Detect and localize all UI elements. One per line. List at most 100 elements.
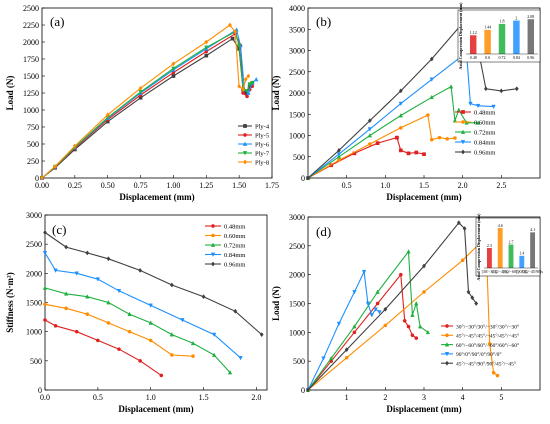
inset-category-label: [90/0]₃ xyxy=(516,269,528,274)
data-point xyxy=(491,104,496,110)
data-point xyxy=(375,289,380,294)
series-d-2 xyxy=(305,249,431,392)
data-point xyxy=(368,142,372,146)
chart-d: 1 2 3 4 5 0 500 1000 1500 2000 2500 3000 Displacemen… xyxy=(271,213,543,414)
inset-bar xyxy=(508,244,514,268)
data-point xyxy=(169,282,174,288)
data-point xyxy=(138,358,142,363)
x-axis-label: Displacement (mm) xyxy=(119,192,194,202)
series-line xyxy=(44,287,231,373)
data-point xyxy=(106,321,111,325)
inset-bar xyxy=(486,248,492,268)
inset-category-label: [30/−30]₃ xyxy=(482,269,498,274)
chart-a: 0.00 0.25 0.50 0.75 1.00 1.25 1.50 1.75 0 250 500 7… xyxy=(5,4,279,202)
data-point xyxy=(487,342,492,346)
legend-marker xyxy=(211,261,215,267)
data-point xyxy=(74,271,79,276)
data-point xyxy=(127,311,132,317)
y-tick-label: 1500 xyxy=(289,110,305,119)
x-tick-label: 1 xyxy=(345,393,349,402)
y-tick-label: 2000 xyxy=(289,89,305,98)
data-point xyxy=(365,301,371,306)
data-point xyxy=(367,127,373,132)
data-point xyxy=(414,150,419,155)
data-point xyxy=(426,113,430,117)
x-tick-label: 1.00 xyxy=(166,181,180,190)
legend-marker xyxy=(444,342,450,347)
data-point xyxy=(85,250,90,256)
data-point xyxy=(148,320,153,325)
panel-label: (d) xyxy=(316,224,331,239)
x-tick-label: 0.5 xyxy=(342,181,352,190)
inset-bar xyxy=(497,228,503,268)
y-axis-label: Load (N) xyxy=(5,76,15,111)
inset-bar xyxy=(530,232,536,268)
data-point xyxy=(422,290,426,294)
data-point xyxy=(237,83,242,89)
data-point xyxy=(254,76,259,82)
x-axis-label: Displacement (mm) xyxy=(118,404,193,414)
data-point xyxy=(336,321,342,327)
data-point xyxy=(96,338,100,343)
data-point xyxy=(306,175,310,181)
y-tick-label: 500 xyxy=(27,140,39,149)
data-point xyxy=(464,120,469,125)
legend-label: 60°/−60°/60°/−60°/60°/−60° xyxy=(456,342,519,349)
data-point xyxy=(64,244,69,250)
inset-y-axis-label: Axial Compression Displacement (mm) xyxy=(458,2,463,70)
y-tick-label: 1500 xyxy=(26,299,42,308)
y-tick-label: 1750 xyxy=(23,55,39,64)
x-tick-label: 1.5 xyxy=(199,393,209,402)
data-point xyxy=(230,36,235,41)
legend-a: Ply-4 Ply-5 Ply-6 Ply-7 Ply-8 xyxy=(238,123,270,166)
data-point xyxy=(306,387,310,393)
data-point xyxy=(369,313,374,318)
data-point xyxy=(422,152,426,157)
y-axis-label: Load (N) xyxy=(271,286,281,321)
data-point xyxy=(468,101,473,107)
series-c-4 xyxy=(43,230,264,338)
y-tick-label: 2000 xyxy=(26,269,42,278)
data-point xyxy=(367,133,373,138)
x-tick-label: 0.25 xyxy=(68,181,82,190)
data-point xyxy=(417,324,423,329)
data-point xyxy=(437,135,442,140)
data-point xyxy=(43,318,47,322)
data-point xyxy=(85,294,90,299)
legend-marker xyxy=(461,149,465,155)
inset-value-label: 2.08 xyxy=(527,14,534,19)
inset-category-label: 0.48 xyxy=(470,55,477,60)
x-tick-label: 1.50 xyxy=(232,181,246,190)
y-tick-label: 4000 xyxy=(289,4,305,13)
legend-marker xyxy=(210,242,216,247)
series-d-4 xyxy=(306,220,479,393)
data-point xyxy=(171,74,176,78)
y-tick-label: 3000 xyxy=(26,211,42,220)
y-tick-label: 3500 xyxy=(289,25,305,34)
inset-category-label: [45/−45]₃ xyxy=(492,269,508,274)
y-tick-label: 500 xyxy=(293,153,305,162)
data-point xyxy=(247,82,252,87)
data-point xyxy=(495,373,500,378)
data-point xyxy=(259,332,264,338)
data-point xyxy=(148,338,153,343)
series-a-3 xyxy=(39,29,255,181)
series-d-3 xyxy=(305,269,382,393)
series-c-0 xyxy=(43,318,164,378)
series-c-2 xyxy=(42,285,233,375)
series-line xyxy=(307,250,429,391)
data-point xyxy=(474,301,479,306)
inset-value-label: 1.44 xyxy=(484,25,491,30)
y-tick-label: 500 xyxy=(293,357,305,366)
data-point xyxy=(453,136,457,140)
x-tick-label: 3 xyxy=(422,393,426,402)
data-point xyxy=(373,307,378,312)
series-line xyxy=(41,37,253,179)
x-axis-label: Displacement (mm) xyxy=(386,192,461,202)
data-point xyxy=(395,135,399,140)
data-point xyxy=(228,22,232,28)
y-axis-label: Stiffness (N·m²) xyxy=(5,272,15,332)
data-point xyxy=(361,269,367,275)
legend-marker xyxy=(461,110,465,114)
